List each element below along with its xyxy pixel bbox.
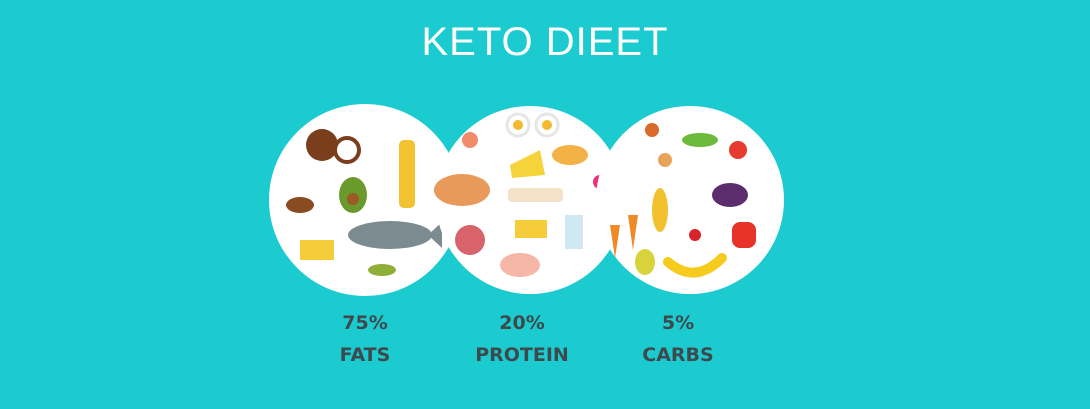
carbs-label: CARBS bbox=[642, 344, 714, 366]
shrimp-icon bbox=[462, 132, 478, 148]
butter-block-icon bbox=[515, 220, 547, 238]
chicken-breast-icon bbox=[500, 253, 540, 277]
page-title: KETO DIEET bbox=[421, 20, 669, 64]
eggplant-icon bbox=[712, 183, 748, 207]
cucumber-icon bbox=[682, 133, 718, 147]
corn-icon bbox=[652, 188, 668, 232]
olives-icon bbox=[368, 264, 396, 276]
milk-icon bbox=[565, 215, 583, 249]
carbs-percent: 5% bbox=[661, 312, 695, 334]
fats-label: FATS bbox=[339, 344, 391, 366]
cherries-icon bbox=[689, 229, 701, 241]
protein-label: PROTEIN bbox=[475, 344, 569, 366]
group-protein: 20% PROTEIN bbox=[422, 307, 622, 371]
nuts-icon bbox=[286, 197, 314, 213]
potato-icon bbox=[658, 153, 672, 167]
fish-icon bbox=[348, 221, 432, 249]
fats-percent: 75% bbox=[342, 312, 388, 334]
oil-bottle-icon bbox=[399, 140, 415, 208]
bowl-icon bbox=[552, 145, 588, 165]
plate-carbs bbox=[596, 106, 784, 294]
carrot-icon bbox=[610, 225, 620, 258]
pear-icon bbox=[635, 249, 655, 275]
tomato-icon bbox=[729, 141, 747, 159]
coconut-icon bbox=[306, 129, 338, 161]
pepper-icon bbox=[732, 222, 756, 248]
cheese-icon bbox=[510, 150, 545, 178]
onion-icon bbox=[645, 123, 659, 137]
ham-icon bbox=[455, 225, 485, 255]
group-carbs: 5% CARBS bbox=[578, 307, 778, 371]
protein-percent: 20% bbox=[499, 312, 545, 334]
egg-carton-icon bbox=[508, 188, 563, 202]
group-fats: 75% FATS bbox=[265, 307, 465, 371]
banana-icon bbox=[663, 253, 727, 278]
plate-protein bbox=[434, 106, 624, 294]
butter-icon bbox=[300, 240, 334, 260]
plate-fats bbox=[269, 104, 461, 296]
roast-chicken-icon bbox=[434, 174, 490, 206]
